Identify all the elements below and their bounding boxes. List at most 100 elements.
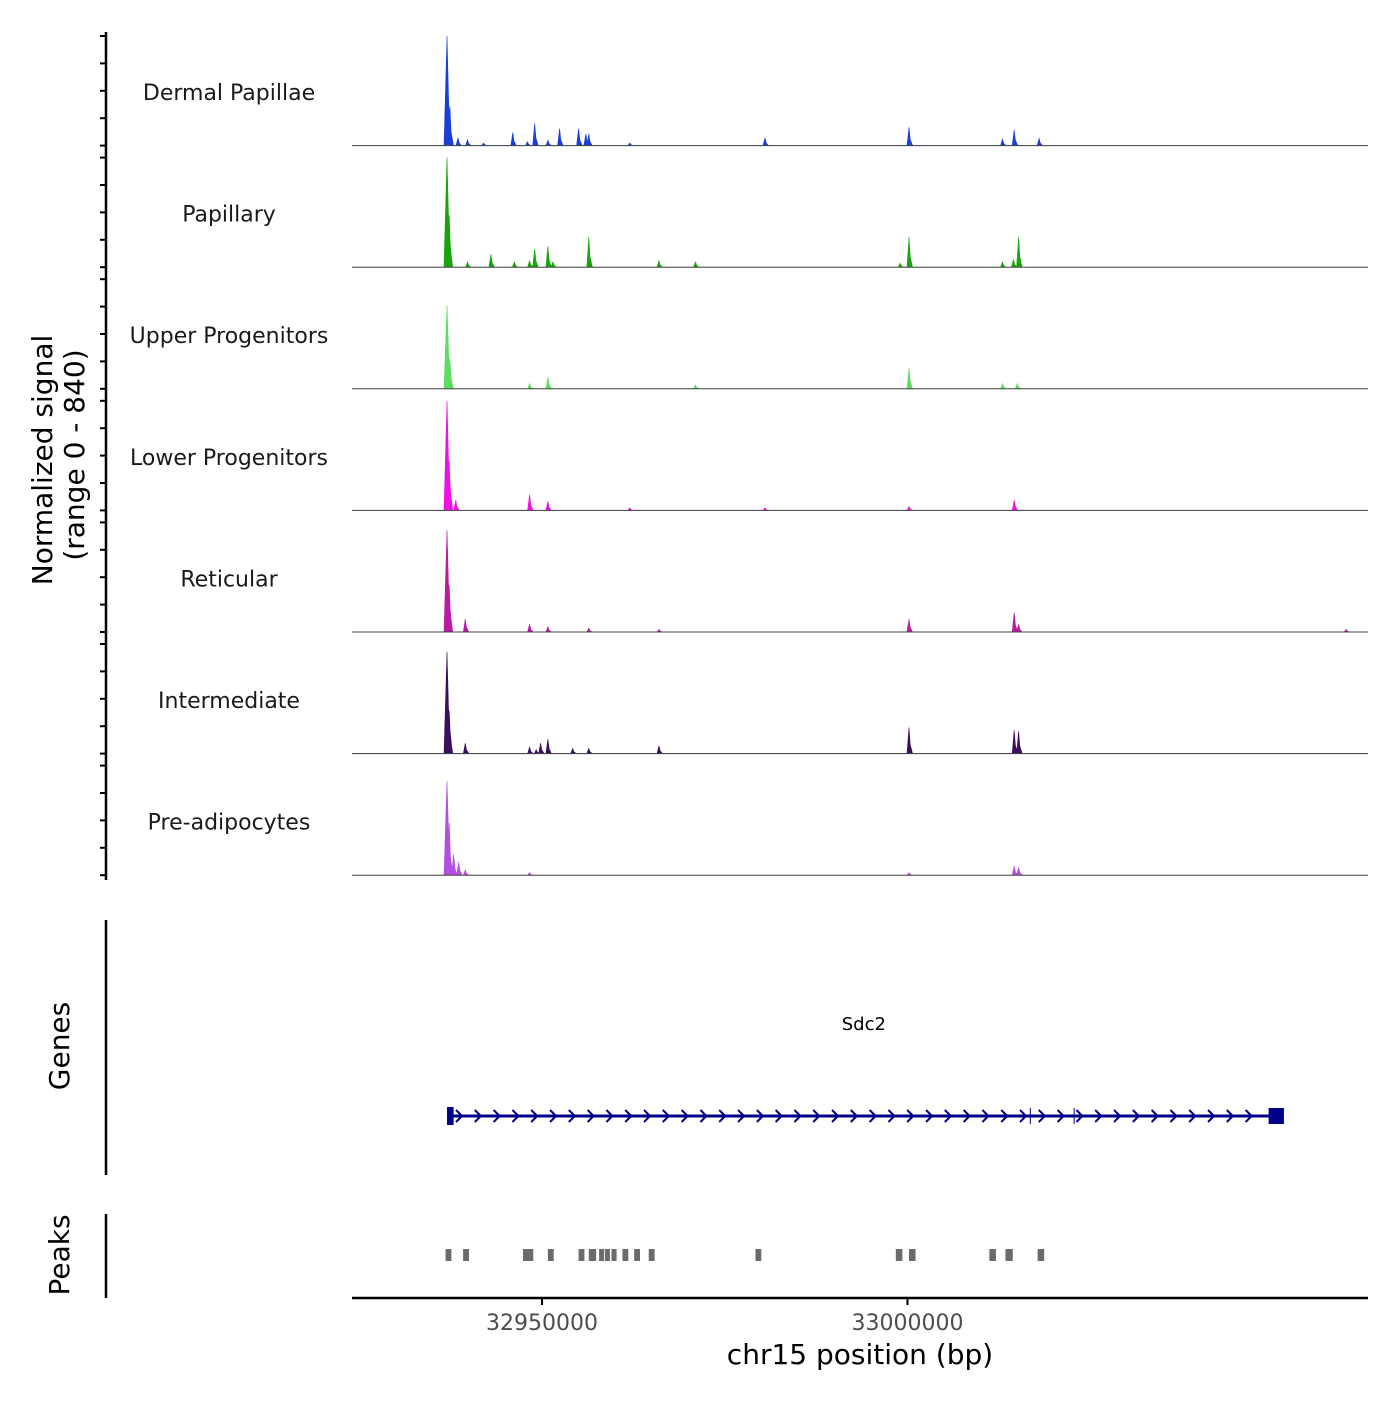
strand-chevron (1019, 1109, 1028, 1123)
peak-region (588, 1249, 597, 1261)
track-label: Papillary (182, 203, 276, 228)
strand-chevron (850, 1109, 859, 1123)
peak-region (622, 1249, 629, 1261)
track-label: Dermal Papillae (143, 81, 315, 106)
strand-chevron (812, 1109, 821, 1123)
track-label: Upper Progenitors (130, 324, 329, 349)
strand-chevron (1226, 1109, 1235, 1123)
peak-region (755, 1249, 762, 1261)
x-axis-title: chr15 position (bp) (727, 1338, 993, 1371)
strand-chevron (605, 1109, 614, 1123)
strand-chevron (662, 1109, 671, 1123)
strand-chevron (624, 1109, 633, 1123)
y-axis-title: Normalized signal (26, 335, 59, 586)
strand-chevron (474, 1109, 483, 1123)
peak-region (611, 1249, 617, 1261)
track-upper-progenitors: Upper Progenitors (130, 305, 1368, 390)
signal-area (352, 781, 1368, 876)
strand-chevron (1094, 1109, 1103, 1123)
track-label: Reticular (180, 567, 278, 592)
gene-track: Sdc2 (104, 920, 1284, 1175)
genes-track-label: Genes (43, 1002, 76, 1090)
strand-chevron (1244, 1109, 1254, 1123)
strand-chevron (906, 1109, 915, 1123)
track-label: Intermediate (158, 689, 300, 714)
strand-chevron (944, 1109, 953, 1123)
peak-region (908, 1249, 916, 1261)
strand-chevron (530, 1109, 539, 1123)
track-papillary: Papillary (182, 157, 1368, 268)
strand-chevron (756, 1109, 765, 1123)
strand-chevron (1188, 1109, 1197, 1123)
peak-region (989, 1249, 996, 1261)
x-tick-label: 33000000 (852, 1311, 964, 1336)
strand-chevron (981, 1109, 990, 1123)
track-reticular: Reticular (180, 530, 1368, 633)
strand-chevron (718, 1109, 727, 1123)
strand-chevron (492, 1109, 502, 1123)
strand-chevron (793, 1109, 802, 1123)
track-label: Lower Progenitors (130, 446, 328, 471)
strand-chevron (868, 1109, 878, 1123)
gene-name: Sdc2 (842, 1014, 886, 1035)
peak-region (648, 1249, 655, 1261)
strand-chevron (1038, 1109, 1047, 1123)
strand-chevron (1056, 1109, 1066, 1123)
peak-region (599, 1249, 605, 1261)
peak-region (1037, 1249, 1045, 1261)
strand-chevron (680, 1109, 690, 1123)
strand-chevron (568, 1109, 577, 1123)
strand-chevron (925, 1109, 934, 1123)
signal-y-axis (100, 32, 108, 880)
signal-area (352, 651, 1368, 754)
signal-area (352, 400, 1368, 511)
strand-chevron (962, 1109, 972, 1123)
strand-chevron (1113, 1109, 1122, 1123)
peak-region (604, 1249, 610, 1261)
exon (1268, 1108, 1284, 1124)
strand-chevron (737, 1109, 746, 1123)
signal-area (352, 305, 1368, 390)
strand-chevron (774, 1109, 784, 1123)
signal-tracks: Dermal Papillae Papillary Upper Progenitor… (130, 35, 1368, 876)
peak-region (895, 1249, 903, 1261)
strand-chevron (511, 1109, 520, 1123)
strand-chevron (699, 1109, 708, 1123)
strand-chevron (1075, 1109, 1084, 1123)
track-lower-progenitors: Lower Progenitors (130, 400, 1368, 511)
x-tick-label: 32950000 (486, 1311, 598, 1336)
strand-chevron (887, 1109, 896, 1123)
signal-area (352, 157, 1368, 268)
strand-chevron (831, 1109, 840, 1123)
strand-chevron (1132, 1109, 1141, 1123)
strand-chevron (1207, 1109, 1216, 1123)
gene-sdc2: Sdc2 (447, 1014, 1284, 1125)
peak-region (634, 1249, 640, 1261)
peak-region (578, 1249, 585, 1261)
track-label: Pre-adipocytes (148, 811, 311, 836)
strand-chevron (586, 1109, 596, 1123)
strand-chevron (1169, 1109, 1178, 1123)
peak-track (104, 1214, 1045, 1298)
y-axis-range: (range 0 - 840) (58, 349, 91, 560)
strand-chevron (1150, 1109, 1160, 1123)
strand-chevron (1000, 1109, 1009, 1123)
strand-chevron (455, 1109, 464, 1123)
peak-region (523, 1249, 534, 1261)
track-dermal-papillae: Dermal Papillae (143, 35, 1368, 147)
track-intermediate: Intermediate (158, 651, 1368, 755)
signal-area (352, 35, 1368, 146)
peaks-track-label: Peaks (43, 1214, 76, 1295)
peak-region (1005, 1249, 1013, 1261)
peak-region (445, 1249, 452, 1261)
strand-chevron (549, 1109, 558, 1123)
exon (447, 1107, 454, 1125)
x-axis: 32950000 33000000 (352, 1296, 1368, 1336)
signal-area (352, 530, 1368, 633)
peak-region (547, 1249, 554, 1261)
peak-region (463, 1249, 469, 1261)
track-pre-adipocytes: Pre-adipocytes (148, 781, 1368, 876)
strand-chevron (643, 1109, 652, 1123)
